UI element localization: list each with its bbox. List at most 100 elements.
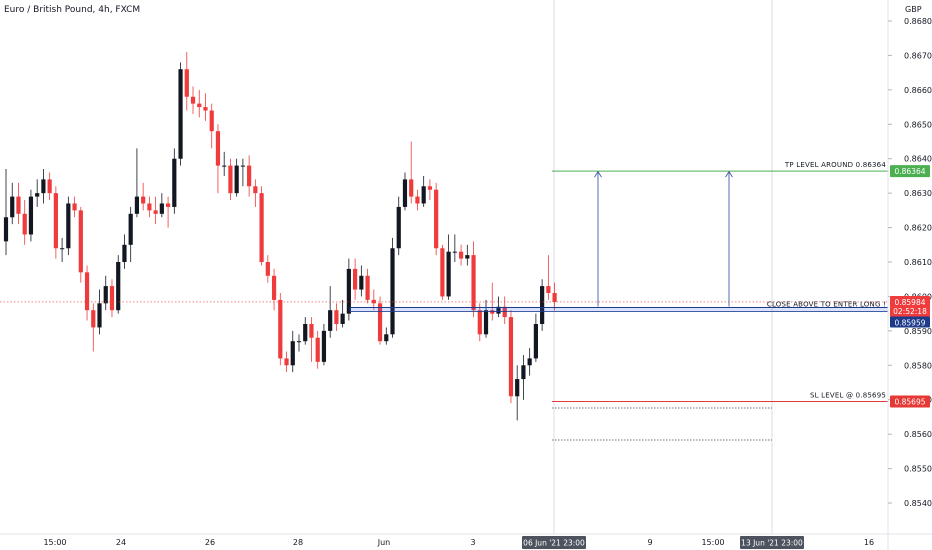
candle-body bbox=[434, 189, 439, 249]
candle-body bbox=[340, 313, 345, 324]
candle-body bbox=[315, 337, 320, 362]
time-tick-label: 28 bbox=[293, 538, 303, 547]
candle-body bbox=[215, 131, 221, 166]
candle-body bbox=[309, 323, 314, 338]
sl-annotation: SL LEVEL @ 0.85695 bbox=[810, 391, 886, 399]
entry-annotation: CLOSE ABOVE TO ENTER LONG ! bbox=[767, 301, 886, 309]
candle-body bbox=[172, 158, 177, 207]
candle-body bbox=[84, 272, 90, 311]
candle-body bbox=[228, 165, 233, 194]
target-arrow-head bbox=[725, 170, 733, 178]
entry-price-tag bbox=[890, 316, 930, 328]
candle-body bbox=[359, 275, 364, 290]
time-tick-label: 24 bbox=[116, 538, 126, 547]
candle-body bbox=[247, 165, 252, 187]
candle-body bbox=[365, 275, 370, 300]
candle-body bbox=[109, 286, 115, 311]
candle-body bbox=[66, 203, 71, 249]
candle-body bbox=[97, 303, 102, 328]
current-price-tag bbox=[890, 295, 930, 317]
grid bbox=[553, 0, 773, 534]
candle-body bbox=[141, 196, 146, 204]
candle-body bbox=[458, 251, 464, 259]
candle-body bbox=[440, 248, 445, 297]
candle-body bbox=[3, 217, 9, 242]
candle-body bbox=[116, 262, 121, 311]
candle-body bbox=[384, 334, 389, 342]
candle-body bbox=[353, 268, 358, 290]
overlays: TP LEVEL AROUND 0.86364 CLOSE ABOVE TO EN… bbox=[0, 161, 889, 441]
candle-body bbox=[197, 103, 202, 108]
currency-label: GBP bbox=[905, 5, 922, 14]
tp-annotation: TP LEVEL AROUND 0.86364 bbox=[784, 161, 886, 169]
candle-body bbox=[53, 193, 58, 249]
candle-body bbox=[253, 186, 258, 194]
candle-body bbox=[165, 203, 171, 207]
time-tick-label: 15:00 bbox=[701, 538, 724, 547]
tp-price-tag bbox=[890, 165, 930, 178]
time-tick-label: 16 bbox=[864, 538, 874, 547]
candle-body bbox=[47, 179, 52, 194]
candle-body bbox=[134, 196, 140, 214]
candle-body bbox=[278, 299, 283, 359]
candle-body bbox=[159, 203, 164, 214]
candle-body bbox=[91, 310, 96, 328]
candle-body bbox=[16, 196, 21, 214]
candle-body bbox=[409, 179, 414, 197]
time-highlight-label: 06 Jun '21 23:00 bbox=[523, 539, 585, 548]
candle-body bbox=[203, 107, 208, 111]
candle-body bbox=[396, 206, 401, 249]
candle-body bbox=[415, 196, 420, 204]
candle-body bbox=[60, 248, 65, 250]
entry-price-tag-text: 0.85959 bbox=[894, 319, 925, 328]
candle-body bbox=[546, 286, 551, 293]
candle-body bbox=[22, 213, 27, 235]
candle-body bbox=[521, 365, 526, 380]
candle-body bbox=[78, 210, 83, 273]
time-tick-label: 3 bbox=[470, 538, 475, 547]
candle-body bbox=[402, 179, 408, 207]
chart-title: Euro / British Pound, 4h, FXCM bbox=[4, 5, 140, 15]
candle-body bbox=[334, 310, 339, 324]
candle-body bbox=[328, 310, 333, 331]
candle-body bbox=[153, 210, 158, 214]
candle-body bbox=[35, 193, 40, 197]
candle-body bbox=[178, 69, 183, 159]
candle-body bbox=[377, 303, 383, 342]
candle-body bbox=[271, 275, 277, 300]
candle-body bbox=[540, 286, 545, 324]
candle-body bbox=[284, 358, 289, 366]
time-axis[interactable]: 15:00 24 26 28 Jun 3 9 15:00 16 06 Jun '21 23:00 1… bbox=[0, 533, 932, 549]
time-highlight-label: 13 Jun '21 23:00 bbox=[741, 539, 803, 548]
candle-body bbox=[477, 310, 482, 335]
candle-body bbox=[240, 165, 245, 167]
candle-body bbox=[371, 299, 376, 304]
candle-body bbox=[496, 306, 501, 314]
candle-body bbox=[28, 196, 34, 235]
candle-body bbox=[222, 165, 227, 167]
candle-body bbox=[471, 255, 476, 311]
candle-body bbox=[234, 165, 239, 194]
candle-body bbox=[533, 323, 538, 359]
candle-body bbox=[122, 244, 127, 263]
candle-body bbox=[190, 96, 196, 104]
candle-body bbox=[265, 262, 270, 276]
candle-body bbox=[483, 310, 489, 335]
time-highlight-tag bbox=[522, 536, 586, 549]
candle-body bbox=[508, 317, 514, 397]
candle-body bbox=[452, 251, 457, 253]
candle-body bbox=[303, 323, 308, 342]
sl-price-tag-text: 0.85695 bbox=[894, 397, 925, 406]
